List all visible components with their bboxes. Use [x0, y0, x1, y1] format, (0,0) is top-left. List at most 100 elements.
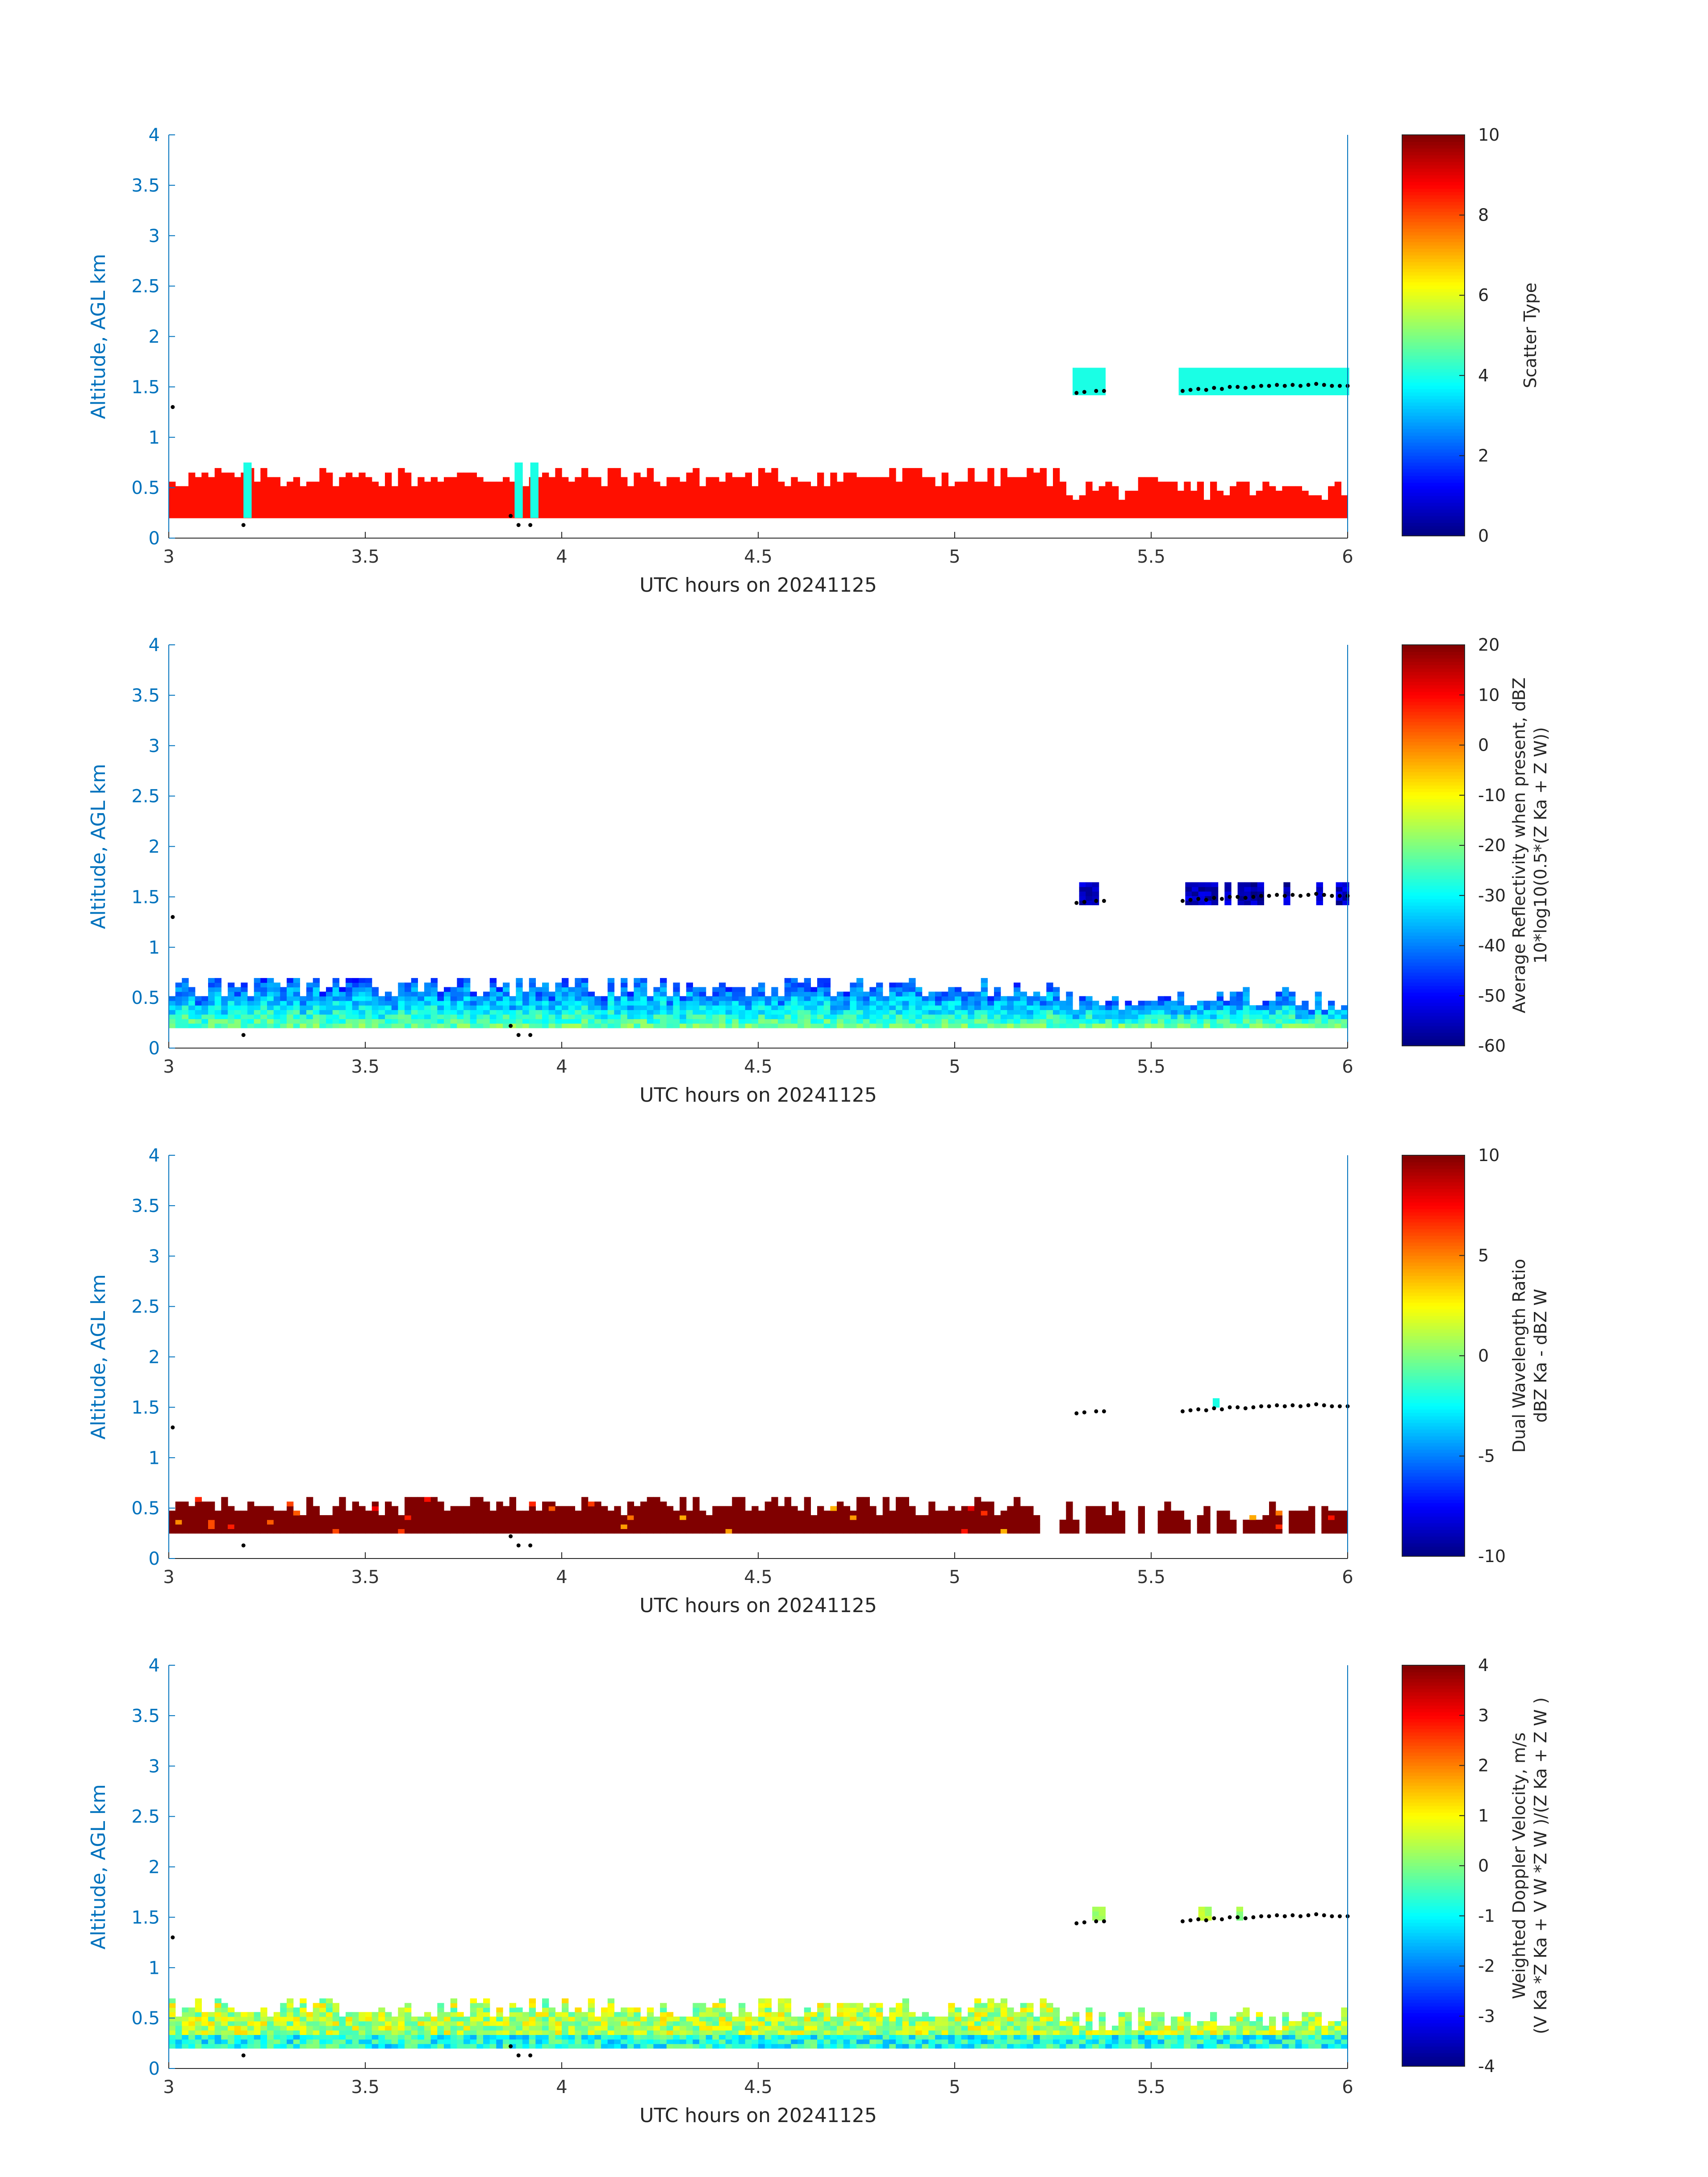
heatmap-cell [758, 477, 765, 482]
colorbar-segment [1402, 1536, 1465, 1540]
heatmap-cell [1098, 504, 1106, 510]
heatmap-cell [1138, 1515, 1145, 1520]
heatmap-cell [1269, 509, 1276, 514]
heatmap-cell [693, 1010, 700, 1015]
heatmap-cell [522, 490, 530, 496]
heatmap-cell [876, 1010, 883, 1015]
heatmap-cell [1250, 891, 1258, 896]
heatmap-cell [365, 513, 372, 518]
colorbar-segment [1402, 355, 1465, 359]
heatmap-cell [948, 486, 955, 491]
heatmap-cell [326, 1005, 333, 1010]
heatmap-cell [260, 490, 267, 496]
heatmap-cell [1236, 1010, 1243, 1015]
heatmap-cell [385, 477, 392, 482]
heatmap-cell [810, 495, 818, 500]
heatmap-cell [653, 1023, 660, 1028]
heatmap-cell [994, 486, 1001, 491]
heatmap-cell [876, 982, 883, 988]
heatmap-cell [961, 509, 968, 514]
heatmap-cell [660, 1005, 667, 1010]
heatmap-cell [1236, 1000, 1243, 1006]
heatmap-cell [1086, 386, 1093, 391]
heatmap-cell [1014, 1529, 1021, 1534]
heatmap-cell [837, 481, 844, 487]
heatmap-cell [234, 486, 241, 491]
heatmap-cell [1256, 513, 1263, 518]
heatmap-cell [319, 1000, 326, 1006]
heatmap-cell [1275, 1010, 1282, 1015]
heatmap-cell [640, 477, 647, 482]
heatmap-cell [418, 991, 425, 997]
heatmap-cell [699, 513, 706, 518]
heatmap-cell [1282, 495, 1289, 500]
heatmap-cell [1144, 481, 1152, 487]
heatmap-cell [823, 509, 831, 514]
x-tick-label: 6 [1342, 547, 1353, 567]
heatmap-cell [228, 472, 235, 478]
heatmap-cell [1098, 1520, 1106, 1525]
colorbar-segment [1402, 1359, 1465, 1363]
heatmap-cell [856, 490, 864, 496]
colorbar-segment [1402, 529, 1465, 533]
heatmap-cell [1243, 1524, 1250, 1529]
heatmap-cell [798, 1510, 805, 1516]
heatmap-cell [568, 513, 575, 518]
heatmap-cell [254, 486, 261, 491]
heatmap-cell [418, 1520, 425, 1525]
heatmap-cell [182, 1510, 189, 1516]
heatmap-cell [470, 500, 477, 505]
heatmap-cell [562, 1023, 569, 1028]
heatmap-cell [837, 1501, 844, 1507]
heatmap-cell [437, 500, 444, 505]
heatmap-cell [634, 1510, 641, 1516]
heatmap-cell [372, 509, 379, 514]
heatmap-cell [660, 490, 667, 496]
heatmap-cell [680, 500, 687, 505]
heatmap-cell [287, 495, 294, 500]
heatmap-cell [516, 1023, 523, 1028]
heatmap-cell [352, 1023, 359, 1028]
heatmap-cell [1295, 1510, 1302, 1516]
heatmap-cell [666, 486, 673, 491]
heatmap-cell [169, 509, 176, 514]
heatmap-cell [869, 486, 877, 491]
heatmap-cell [1020, 490, 1027, 496]
heatmap-cell [188, 1515, 196, 1520]
heatmap-cell [640, 987, 647, 992]
heatmap-cell [300, 500, 307, 505]
heatmap-cell [1112, 495, 1119, 500]
heatmap-cell [306, 1524, 313, 1529]
heatmap-cell [594, 1005, 601, 1010]
heatmap-cell [313, 1014, 320, 1020]
heatmap-cell [457, 486, 464, 491]
colorbar-segment [1402, 1282, 1465, 1286]
heatmap-cell [182, 2026, 189, 2031]
heatmap-cell [823, 1019, 831, 1024]
heatmap-cell [752, 1019, 759, 1024]
heatmap-cell [1289, 996, 1296, 1001]
heatmap-cell [719, 1506, 726, 1511]
heatmap-cell [771, 1005, 778, 1010]
heatmap-cell [1321, 1023, 1328, 1028]
heatmap-cell [464, 1010, 471, 1015]
heatmap-cell [529, 1529, 536, 1534]
heatmap-cell [418, 1000, 425, 1006]
heatmap-cell [306, 490, 313, 496]
heatmap-cell [739, 500, 746, 505]
heatmap-cell [1256, 1005, 1263, 1010]
heatmap-cell [1040, 1023, 1047, 1028]
heatmap-cell [1033, 1515, 1040, 1520]
heatmap-cell [208, 2039, 215, 2044]
heatmap-cell [758, 481, 765, 487]
heatmap-cell [869, 513, 877, 518]
heatmap-cell [1303, 381, 1310, 386]
heatmap-cell [876, 509, 883, 514]
heatmap-cell [653, 1506, 660, 1511]
heatmap-cell [555, 481, 562, 487]
heatmap-cell [981, 1529, 988, 1534]
heatmap-cell [1289, 513, 1296, 518]
colorbar-segment [1402, 335, 1465, 339]
heatmap-cell [424, 991, 431, 997]
heatmap-cell [739, 504, 746, 510]
